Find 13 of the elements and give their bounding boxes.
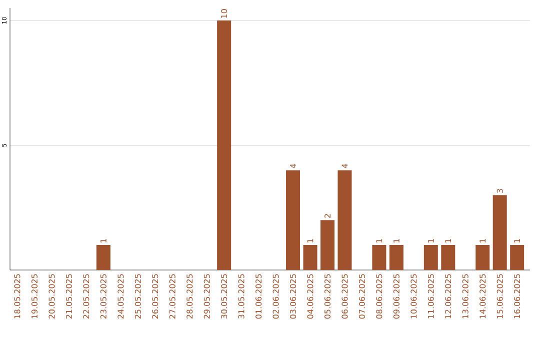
bar bbox=[441, 245, 456, 270]
bar bbox=[217, 20, 232, 270]
bar bbox=[492, 195, 507, 270]
bar bbox=[303, 245, 318, 270]
bar bbox=[389, 245, 404, 270]
bar bbox=[424, 245, 438, 270]
bar bbox=[286, 170, 300, 270]
bar bbox=[510, 245, 524, 270]
bar bbox=[320, 220, 334, 270]
bar bbox=[96, 245, 110, 270]
bar bbox=[338, 170, 352, 270]
bar bbox=[372, 245, 386, 270]
bar bbox=[476, 245, 490, 270]
